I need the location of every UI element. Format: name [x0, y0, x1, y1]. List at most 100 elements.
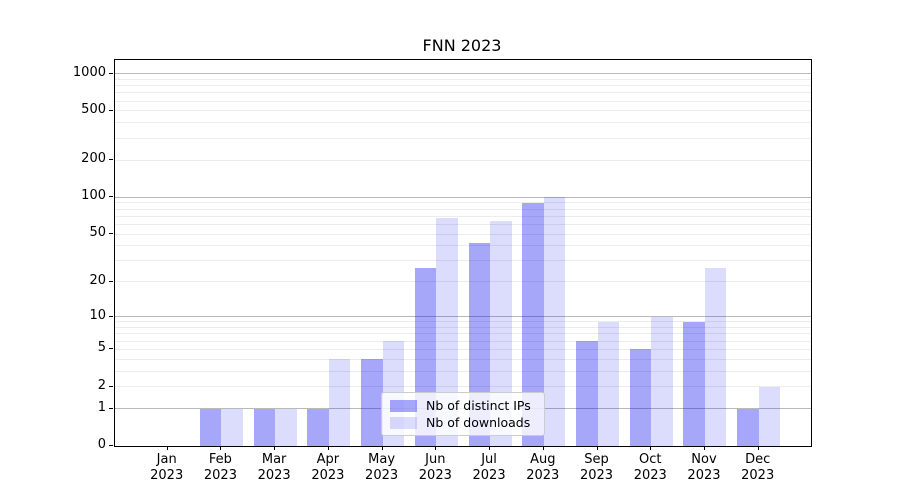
x-tick-mark [381, 446, 383, 450]
legend-swatch-downloads [390, 416, 417, 429]
y-tick-label: 1000 [72, 64, 106, 80]
legend-label-distinct-ips: Nb of distinct IPs [426, 398, 531, 413]
y-tick-mark [109, 196, 113, 198]
x-tick-year: 2023 [311, 468, 345, 483]
x-tick-mark [757, 446, 759, 450]
x-tick-mark [327, 446, 329, 450]
x-tick-label: May 2023 [352, 452, 412, 484]
x-tick-mark [489, 446, 491, 450]
gridline-major [115, 73, 811, 75]
gridline-minor [115, 260, 811, 262]
x-tick-mark [650, 446, 652, 450]
gridline-minor [115, 358, 811, 360]
x-tick-year: 2023 [203, 468, 237, 483]
bar-sep-distinct-ips [576, 341, 598, 446]
y-tick-mark [109, 280, 113, 282]
x-tick-label: Mar 2023 [244, 452, 304, 484]
bar-mar-downloads [275, 408, 297, 446]
gridline-minor [115, 85, 811, 87]
y-tick-label: 20 [89, 272, 106, 288]
plot-area: Nb of distinct IPs Nb of downloads [114, 59, 812, 447]
gridline-minor [115, 110, 811, 112]
x-tick-label: Nov 2023 [674, 452, 734, 484]
bar-may-distinct-ips [361, 359, 383, 446]
gridline-minor [115, 78, 811, 80]
gridline-minor [115, 159, 811, 161]
y-tick-mark [109, 315, 113, 317]
x-tick-label: Sep 2023 [567, 452, 627, 484]
x-tick-year: 2023 [741, 468, 775, 483]
gridline-minor [115, 92, 811, 94]
y-tick-mark [109, 348, 113, 350]
bar-nov-downloads [704, 268, 727, 446]
gridline-minor [115, 202, 811, 204]
x-tick-month: Jul [481, 452, 497, 467]
x-tick-label: Dec 2023 [728, 452, 788, 484]
y-tick-label: 500 [81, 101, 106, 117]
x-tick-year: 2023 [579, 468, 614, 483]
gridline-minor [115, 340, 811, 342]
bar-apr-distinct-ips [307, 408, 329, 446]
x-tick-label: Jul 2023 [459, 452, 519, 484]
bar-feb-distinct-ips [199, 408, 222, 446]
bar-aug-distinct-ips [522, 202, 544, 446]
y-tick-label: 5 [97, 340, 106, 356]
bar-dec-distinct-ips [737, 408, 759, 446]
legend-label-downloads: Nb of downloads [426, 415, 531, 430]
x-tick-mark [220, 446, 222, 450]
x-tick-year: 2023 [365, 468, 399, 483]
x-tick-month: Jun [425, 452, 446, 467]
bar-nov-distinct-ips [683, 321, 705, 446]
legend-swatch-distinct-ips [390, 399, 417, 412]
x-tick-label: Apr 2023 [298, 452, 358, 484]
gridline-minor [115, 370, 811, 372]
y-tick-label: 50 [89, 225, 106, 241]
x-tick-year: 2023 [687, 468, 721, 483]
bar-aug-downloads [543, 197, 566, 446]
y-tick-label: 100 [81, 188, 106, 204]
x-tick-month: Mar [261, 452, 287, 467]
y-tick-mark [109, 233, 113, 235]
x-tick-year: 2023 [150, 468, 184, 483]
gridline-major [115, 316, 811, 318]
bar-feb-downloads [221, 408, 243, 446]
x-tick-year: 2023 [418, 468, 452, 483]
x-tick-month: Aug [530, 452, 556, 467]
x-tick-mark [596, 446, 598, 450]
x-tick-label: Jun 2023 [405, 452, 465, 484]
y-tick-label: 200 [81, 151, 106, 167]
bar-jul-downloads [490, 221, 512, 446]
x-tick-label: Oct 2023 [620, 452, 680, 484]
x-tick-label: Aug 2023 [513, 452, 573, 484]
x-tick-month: Feb [208, 452, 232, 467]
x-tick-mark [166, 446, 168, 450]
bar-dec-downloads [758, 386, 781, 446]
gridline-minor [115, 321, 811, 323]
x-tick-label: Jan 2023 [137, 452, 197, 484]
legend-row-downloads: Nb of downloads [390, 415, 536, 430]
gridline-minor [115, 281, 811, 283]
bar-apr-downloads [328, 359, 351, 446]
gridline-minor [115, 348, 811, 350]
bar-mar-distinct-ips [253, 408, 276, 446]
gridline-minor [115, 137, 811, 139]
gridline-minor [115, 208, 811, 210]
x-tick-year: 2023 [257, 468, 291, 483]
gridline-minor [115, 215, 811, 217]
x-tick-mark [542, 446, 544, 450]
x-tick-month: Jan [156, 452, 177, 467]
gridline-minor [115, 386, 811, 388]
y-tick-label: 2 [97, 377, 106, 393]
gridline-minor [115, 223, 811, 225]
y-tick-mark [109, 109, 113, 111]
chart-title: FNN 2023 [422, 36, 502, 55]
bar-oct-downloads [651, 316, 673, 446]
legend: Nb of distinct IPs Nb of downloads [381, 392, 545, 436]
gridline-major [115, 196, 811, 198]
bar-oct-distinct-ips [629, 349, 652, 446]
y-tick-mark [109, 445, 113, 446]
y-tick-label: 0 [97, 437, 106, 452]
gridline-minor [115, 327, 811, 329]
x-tick-year: 2023 [526, 468, 560, 483]
